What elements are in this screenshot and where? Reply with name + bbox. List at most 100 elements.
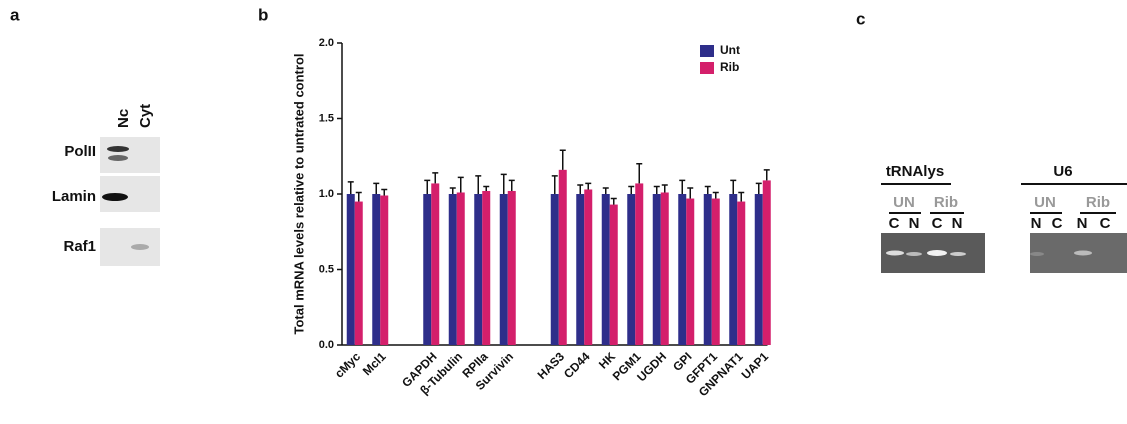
row-label: Lamin — [52, 188, 96, 205]
lane: C — [1100, 215, 1111, 232]
lane: N — [1077, 215, 1088, 232]
y-tick-label: 2.0 — [319, 37, 334, 49]
error-bar — [603, 188, 609, 194]
error-bar — [450, 188, 456, 194]
x-tick-label: UAP1 — [739, 349, 772, 382]
lane: N — [909, 215, 920, 232]
y-tick-label: 1.0 — [319, 188, 334, 200]
bar — [712, 199, 720, 345]
group-title: tRNAlys — [886, 163, 944, 180]
error-bar — [475, 176, 481, 194]
bar — [653, 194, 661, 345]
band — [102, 193, 128, 201]
y-tick-label: 0.0 — [319, 339, 334, 351]
row-label: Raf1 — [63, 238, 96, 255]
error-bar — [585, 183, 591, 189]
condition: UN — [1034, 194, 1056, 211]
bar — [763, 180, 771, 345]
bar — [474, 194, 482, 345]
condition: Rib — [1086, 194, 1110, 211]
error-bar — [636, 164, 642, 184]
panel-label: c — [856, 9, 865, 28]
blot-strip — [100, 228, 160, 266]
bar — [423, 194, 431, 345]
lane: C — [932, 215, 943, 232]
blot-strip — [100, 137, 160, 173]
bar — [737, 202, 745, 345]
y-tick-label: 1.5 — [319, 112, 334, 124]
band — [108, 155, 128, 161]
bar — [678, 194, 686, 345]
error-bar — [756, 183, 762, 194]
error-bar — [381, 189, 387, 195]
legend-swatch — [700, 62, 714, 74]
bar — [755, 194, 763, 345]
error-bar — [552, 176, 558, 194]
bar — [610, 205, 618, 345]
lane: C — [1052, 215, 1063, 232]
error-bar — [501, 174, 507, 194]
bar — [729, 194, 737, 345]
bar — [431, 183, 439, 345]
error-bar — [348, 182, 354, 194]
bar — [508, 191, 516, 345]
bar — [457, 192, 465, 345]
lane: C — [889, 215, 900, 232]
error-bar — [509, 180, 515, 191]
bar — [661, 192, 669, 345]
figure: a Nc Cyt PolII Lamin Raf1 b Total mRNA l… — [0, 0, 1127, 419]
error-bar — [483, 186, 489, 191]
row-label: PolII — [64, 143, 96, 160]
bar — [372, 194, 380, 345]
panel-label: a — [10, 5, 20, 24]
band — [927, 250, 947, 256]
bar — [704, 194, 712, 345]
bar — [686, 199, 694, 345]
bar — [449, 194, 457, 345]
bar — [380, 196, 388, 345]
band — [107, 146, 129, 152]
error-bar — [432, 173, 438, 184]
error-bar — [577, 185, 583, 194]
error-bar — [738, 192, 744, 201]
error-bar — [764, 170, 770, 181]
bar — [500, 194, 508, 345]
bar — [584, 189, 592, 345]
band — [1074, 251, 1092, 256]
legend-label: Rib — [720, 60, 739, 74]
bar — [347, 194, 355, 345]
x-tick-label: Mcl1 — [360, 349, 389, 378]
error-bar — [654, 186, 660, 194]
column-label: Cyt — [137, 104, 154, 128]
error-bar — [687, 188, 693, 199]
lane: N — [1031, 215, 1042, 232]
error-bar — [705, 186, 711, 194]
error-bar — [611, 199, 617, 205]
y-axis-label: Total mRNA levels relative to untrated c… — [291, 54, 306, 335]
x-tick-label: CD44 — [561, 349, 593, 381]
condition: Rib — [934, 194, 958, 211]
band — [906, 252, 922, 256]
error-bar — [424, 180, 430, 194]
bar — [482, 191, 490, 345]
error-bar — [356, 192, 362, 201]
group-title: U6 — [1053, 163, 1072, 180]
lane: N — [952, 215, 963, 232]
error-bar — [679, 180, 685, 194]
bar — [355, 202, 363, 345]
bar — [559, 170, 567, 345]
error-bar — [560, 150, 566, 170]
band — [1030, 252, 1044, 256]
x-tick-label: cMyc — [332, 349, 363, 380]
band — [950, 252, 966, 256]
panel-label: b — [258, 5, 268, 24]
error-bar — [628, 186, 634, 194]
band — [131, 244, 149, 250]
bar — [627, 194, 635, 345]
condition: UN — [893, 194, 915, 211]
legend-swatch — [700, 45, 714, 57]
bar — [635, 183, 643, 345]
error-bar — [730, 180, 736, 194]
error-bar — [662, 185, 668, 193]
column-label: Nc — [115, 109, 132, 128]
